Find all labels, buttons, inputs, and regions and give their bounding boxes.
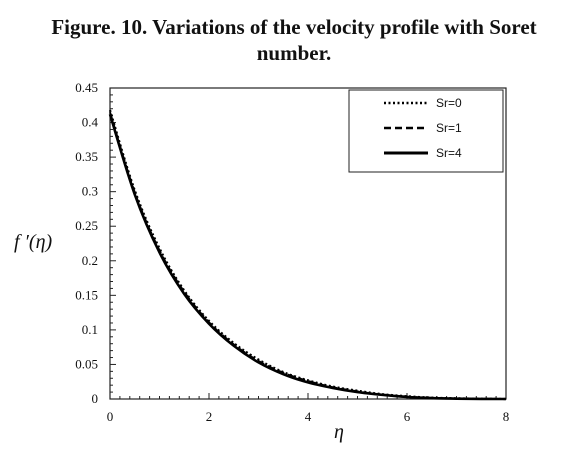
- x-tick-label: 6: [404, 409, 411, 424]
- y-tick-label: 0.45: [75, 80, 98, 95]
- y-tick-label: 0.3: [82, 184, 98, 199]
- y-tick-label: 0.35: [75, 149, 98, 164]
- legend-label: Sr=4: [436, 146, 462, 160]
- x-tick-label: 4: [305, 409, 312, 424]
- legend-label: Sr=1: [436, 121, 462, 135]
- y-tick-label: 0.1: [82, 322, 98, 337]
- figure-title-line1: Figure. 10. Variations of the velocity p…: [51, 15, 537, 39]
- axis-tick-labels: 0 0.05 0.1 0.15 0.2 0.25 0.3 0.35 0.4 0.45 0 2 4 6 8: [75, 80, 509, 424]
- figure-caption: Figure. 10. Variations of the velocity p…: [0, 14, 588, 66]
- legend: Sr=0 Sr=1 Sr=4: [348, 89, 504, 173]
- series-lines: [108, 109, 507, 401]
- figure-title-line2: number.: [256, 41, 332, 65]
- y-axis-label: f ′(η): [14, 231, 53, 253]
- y-tick-label: 0.2: [82, 253, 98, 268]
- y-tick-label: 0.25: [75, 218, 98, 233]
- legend-label: Sr=0: [436, 96, 462, 110]
- y-tick-label: 0: [92, 391, 99, 406]
- x-tick-label: 2: [206, 409, 213, 424]
- series-line-sr-4: [108, 113, 507, 401]
- y-tick-label: 0.05: [75, 356, 98, 371]
- y-tick-label: 0.15: [75, 287, 98, 302]
- x-axis-label: η: [334, 421, 344, 443]
- x-tick-label: 0: [107, 409, 114, 424]
- y-tick-label: 0.4: [82, 115, 99, 130]
- x-tick-label: 8: [503, 409, 510, 424]
